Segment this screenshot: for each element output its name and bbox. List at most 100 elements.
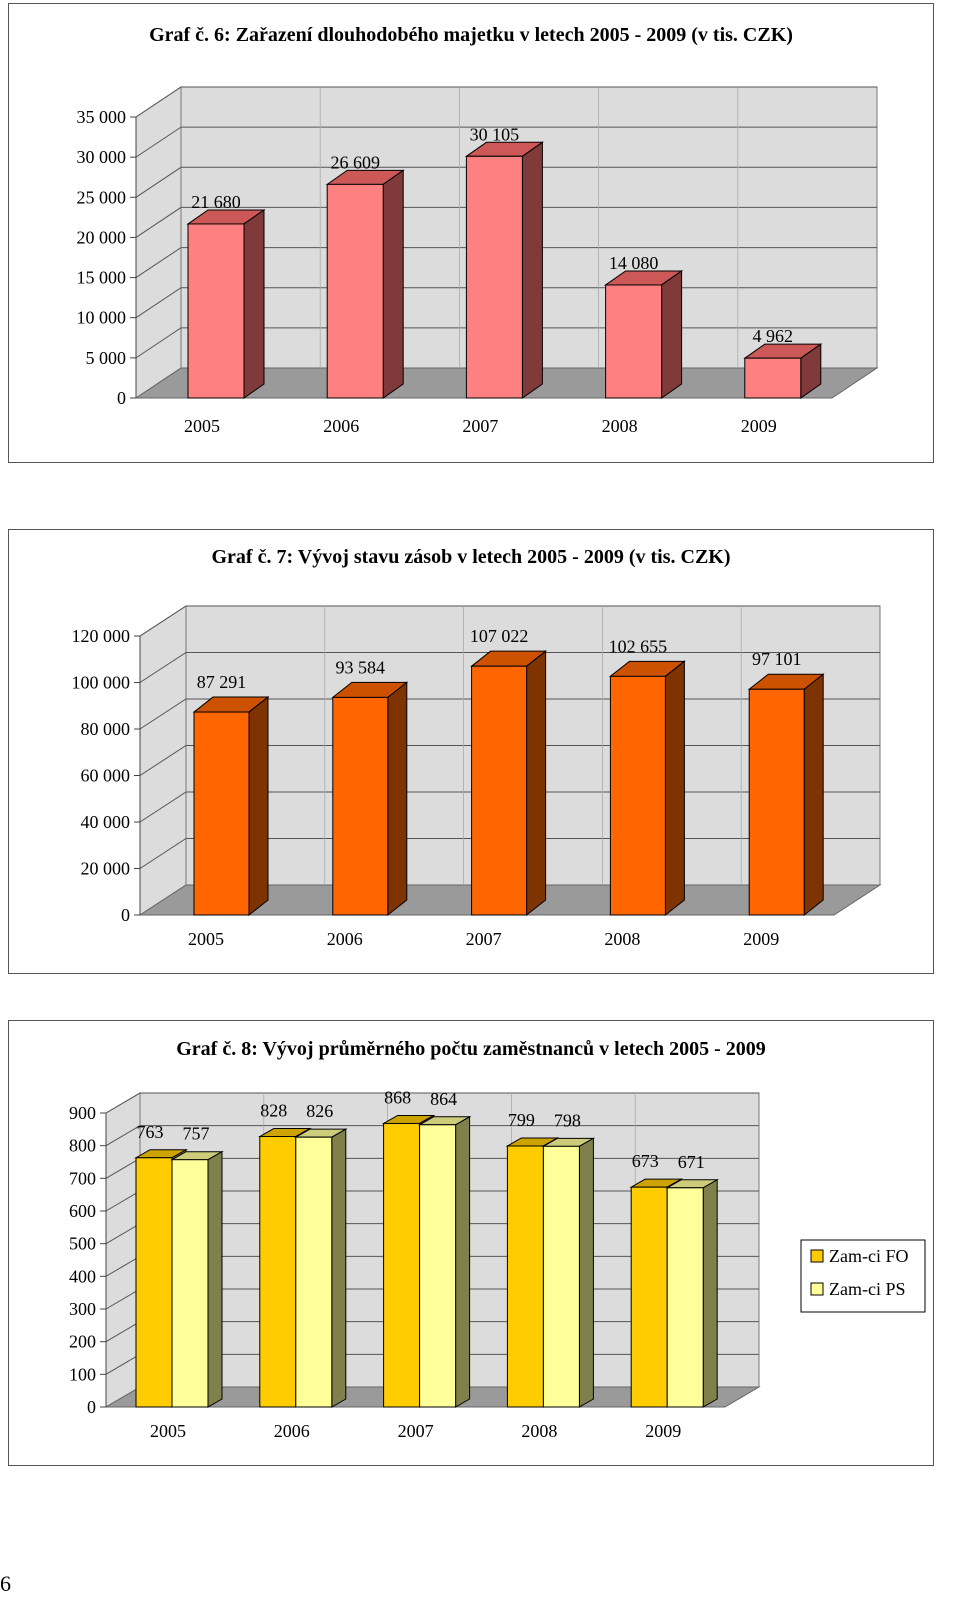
bar-side [578,1137,594,1408]
data-label: 826 [306,1101,333,1121]
bar [135,1157,173,1408]
bar-side [803,673,824,917]
y-tick-label: 40 000 [81,812,131,832]
y-tick-label: 20 000 [81,859,131,879]
y-tick-label: 400 [69,1266,96,1286]
bar-side [243,208,265,399]
x-tick-label: 2007 [466,929,502,949]
bar [630,1186,668,1408]
bar [744,357,802,399]
legend-swatch-fo [810,1249,824,1263]
bar [383,1122,421,1408]
x-tick-label: 2006 [327,929,363,949]
data-label: 87 291 [197,672,247,692]
y-tick-label: 200 [69,1332,96,1352]
y-tick-label: 15 000 [77,268,127,288]
x-tick-label: 2008 [602,416,638,436]
x-tick-label: 2005 [188,929,224,949]
chart-6-panel: Graf č. 6: Zařazení dlouhodobého majetku… [8,3,934,463]
bar-side [661,269,683,399]
chart-6-plot: 0 5 000 10 000 15 000 20 000 25 000 30 000 35 0… [77,86,879,436]
y-tick-label: 80 000 [81,719,131,739]
chart-side-wall [135,86,182,399]
data-label: 671 [678,1152,705,1172]
data-label: 107 022 [470,626,529,646]
y-tick-label: 25 000 [77,187,127,207]
gridline [135,247,877,278]
chart-8-panel: Graf č. 8: Vývoj průměrného počtu zaměst… [8,1020,934,1466]
bar-side [521,141,543,399]
gridline [135,166,877,198]
data-label: 97 101 [752,649,802,669]
bar [471,665,528,916]
chart-side-wall [105,1092,141,1408]
bar [465,155,523,399]
x-tick-label: 2006 [274,1421,310,1441]
data-label: 30 105 [470,124,520,144]
legend-label-ps: Zam-ci PS [829,1279,906,1299]
y-tick-label: 900 [69,1103,96,1123]
legend-swatch-ps [810,1282,824,1296]
x-tick-label: 2008 [604,929,640,949]
gridline [139,652,880,683]
y-tick-label: 5 000 [86,348,127,368]
x-tick-label: 2009 [645,1421,681,1441]
data-label: 798 [554,1110,581,1130]
gridline [105,1092,759,1114]
bar [259,1136,297,1408]
y-tick-label: 0 [87,1397,96,1417]
x-tick-label: 2008 [521,1421,557,1441]
chart-7-title: Graf č. 7: Vývoj stavu zásob v letech 20… [211,546,731,568]
gridline [135,126,877,158]
bar [748,688,805,916]
chart-8-title: Graf č. 8: Vývoj průměrného počtu zaměst… [176,1038,766,1060]
page-number: 6 [0,1571,11,1596]
bar [171,1159,209,1408]
bar-side [248,696,269,917]
data-label: 763 [137,1122,164,1142]
y-tick-label: 300 [69,1299,96,1319]
y-tick-label: 100 000 [72,673,131,693]
data-label: 14 080 [609,253,659,273]
bar [419,1124,457,1408]
gridline [135,206,877,238]
data-label: 4 962 [753,326,794,346]
x-tick-label: 2009 [741,416,777,436]
y-tick-label: 700 [69,1168,96,1188]
bar-side [331,1128,347,1408]
bar [609,675,666,916]
data-label: 21 680 [191,192,241,212]
data-label: 864 [430,1089,457,1109]
data-label: 673 [632,1151,659,1171]
chart-8-plot: 0 100 200 300 400 500 600 700 800 900 763 828 868 799… [69,1087,926,1441]
bar-side [382,169,404,399]
bar [187,223,245,399]
x-tick-label: 2007 [462,416,498,436]
bar [542,1145,580,1408]
bar [506,1145,544,1408]
chart-6-title: Graf č. 6: Zařazení dlouhodobého majetku… [149,24,793,46]
data-label: 102 655 [609,636,668,656]
y-tick-label: 60 000 [81,766,131,786]
bar-side [664,660,685,917]
data-label: 93 584 [336,657,386,677]
gridline [139,605,880,637]
bar [666,1187,704,1408]
bar [193,711,250,916]
bar-side [526,650,547,917]
y-tick-label: 10 000 [77,308,127,328]
x-tick-label: 2006 [323,416,359,436]
legend-label-fo: Zam-ci FO [829,1246,908,1266]
chart-7-plot: 0 20 000 40 000 60 000 80 000 100 000 120 000 8… [72,605,882,949]
gridline [105,1125,759,1147]
y-tick-label: 0 [121,905,130,925]
x-tick-label: 2007 [398,1421,434,1441]
data-label: 26 609 [330,152,380,172]
y-tick-label: 20 000 [77,227,127,247]
data-label: 828 [260,1101,287,1121]
x-tick-label: 2009 [743,929,779,949]
y-tick-label: 100 [69,1364,96,1384]
data-label: 868 [384,1087,411,1107]
bar [295,1136,333,1408]
y-tick-label: 30 000 [77,147,127,167]
